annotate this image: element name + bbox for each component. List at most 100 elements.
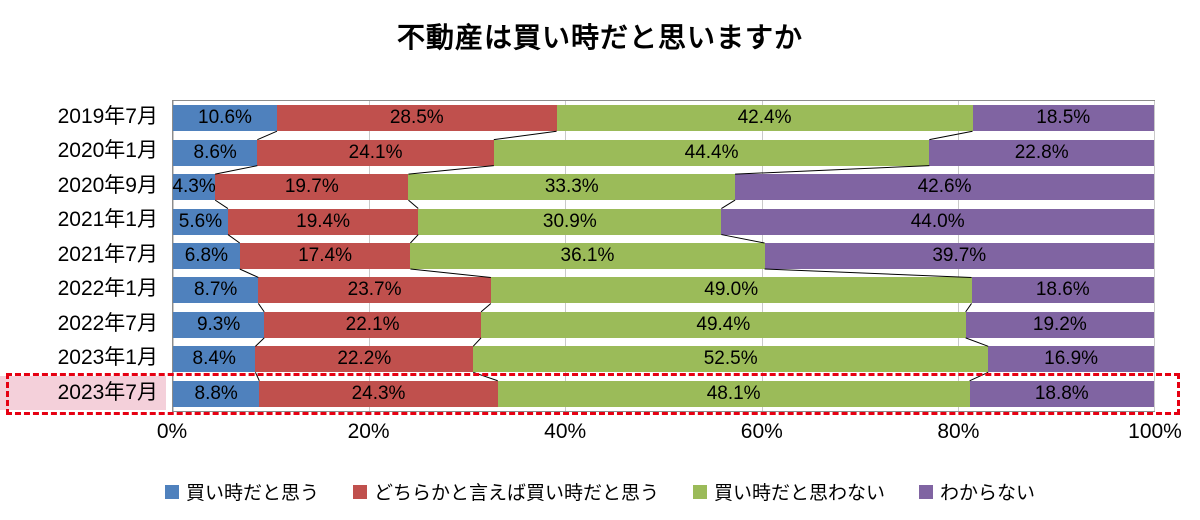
- bar-segment: 42.6%: [735, 174, 1154, 201]
- bar-segment: 9.3%: [173, 311, 265, 338]
- legend-label: どちらかと言えば買い時だと思う: [373, 483, 659, 504]
- bar-segment: 8.8%: [173, 380, 260, 407]
- segment-value-label: 18.6%: [1035, 279, 1090, 301]
- bar-segment: 5.6%: [173, 208, 228, 235]
- bar-segment: 17.4%: [239, 243, 411, 269]
- segment-value-label: 22.2%: [337, 348, 392, 370]
- bar-segment: 18.8%: [969, 380, 1154, 407]
- bar-segment: 33.3%: [408, 174, 736, 201]
- legend-swatch: [919, 484, 934, 499]
- x-tick-label: 20%: [347, 420, 390, 443]
- segment-value-label: 28.5%: [389, 107, 444, 129]
- legend-item: どちらかと言えば買い時だと思う: [352, 478, 659, 505]
- segment-value-label: 42.6%: [917, 176, 972, 198]
- bar-segment: 23.7%: [258, 277, 491, 304]
- category-label: 2023年1月: [57, 346, 158, 370]
- segment-value-label: 18.5%: [1036, 107, 1091, 129]
- x-tick-label: 40%: [544, 420, 587, 443]
- bar-row: 8.7% 23.7% 49.0% 18.6%: [173, 277, 1154, 304]
- x-tick-label: 80%: [937, 420, 980, 443]
- bar-segment: 18.5%: [972, 105, 1154, 132]
- segment-value-label: 24.3%: [351, 382, 406, 404]
- bar-row: 4.3% 19.7% 33.3% 42.6%: [172, 174, 1154, 201]
- legend-item: 買い時だと思わない: [693, 478, 885, 505]
- legend-item: わからない: [919, 478, 1035, 505]
- segment-value-label: 44.4%: [684, 141, 739, 163]
- legend-label: わからない: [940, 483, 1036, 504]
- segment-value-label: 52.5%: [703, 348, 758, 370]
- segment-value-label: 39.7%: [932, 245, 987, 266]
- segment-value-label: 18.8%: [1034, 382, 1089, 404]
- bar-row: 5.6% 19.4% 30.9% 44.0%: [173, 208, 1154, 235]
- legend-item: 買い時だと思う: [164, 478, 319, 505]
- legend-swatch: [164, 484, 179, 499]
- bar-segment: 22.1%: [264, 311, 482, 338]
- bar-segment: 19.7%: [215, 174, 409, 201]
- bar-segment: 10.6%: [173, 105, 277, 132]
- bar-segment: 18.6%: [971, 277, 1154, 304]
- bar-segment: 22.2%: [255, 346, 474, 373]
- category-label: 2021年1月: [57, 208, 158, 232]
- segment-value-label: 23.7%: [347, 279, 402, 301]
- bar-row: 8.8% 24.3% 48.1% 18.8%: [173, 380, 1154, 407]
- bar-segment: 28.5%: [276, 105, 557, 132]
- chart-title: 不動産は買い時だと思いますか: [396, 22, 803, 53]
- bar-segment: 30.9%: [418, 208, 722, 235]
- legend-label: 買い時だと思わない: [714, 483, 886, 504]
- plot-area: 10.6% 28.5% 42.4% 18.5% 8.6% 24.1% 44.4% 22.8% 4…: [172, 100, 1155, 412]
- x-axis: 0% 20% 40% 60% 80% 100%: [157, 420, 1182, 448]
- bar-segment: 24.1%: [257, 139, 494, 166]
- bar-row: 8.6% 24.1% 44.4% 22.8%: [173, 139, 1154, 166]
- segment-value-label: 9.3%: [196, 313, 241, 335]
- segment-value-label: 36.1%: [560, 245, 615, 266]
- segment-value-label: 6.8%: [184, 245, 228, 266]
- bar-segment: 6.8%: [173, 243, 240, 269]
- category-label-highlighted: 2023年7月: [0, 375, 166, 410]
- segment-value-label: 8.7%: [194, 279, 238, 301]
- bar-row: 6.8% 17.4% 36.1% 39.7%: [173, 243, 1154, 269]
- legend-swatch: [693, 484, 707, 499]
- legend: 買い時だと思う どちらかと言えば買い時だと思う 買い時だと思わない わからない: [0, 478, 1200, 505]
- bar-row: 9.3% 22.1% 49.4% 19.2%: [173, 311, 1154, 338]
- category-label: 2019年7月: [57, 105, 158, 128]
- bar-segment: 4.3%: [172, 174, 216, 201]
- bar-segment: 48.1%: [497, 380, 970, 407]
- category-label: 2020年1月: [57, 139, 158, 163]
- category-label: 2022年7月: [57, 311, 158, 335]
- bar-segment: 8.4%: [173, 346, 256, 373]
- segment-value-label: 24.1%: [348, 141, 403, 163]
- segment-value-label: 8.6%: [193, 141, 237, 163]
- bar-segment: 19.2%: [965, 311, 1154, 338]
- bar-segment: 49.0%: [490, 277, 972, 304]
- segment-value-label: 4.3%: [172, 176, 216, 198]
- segment-value-label: 22.8%: [1014, 141, 1069, 163]
- gridline: [1154, 101, 1155, 411]
- segment-value-label: 19.7%: [284, 176, 339, 198]
- segment-value-label: 5.6%: [178, 210, 223, 232]
- segment-value-label: 16.9%: [1044, 348, 1099, 370]
- x-tick-label: 0%: [156, 420, 188, 443]
- x-tick-label: 60%: [740, 420, 783, 443]
- segment-value-label: 19.2%: [1032, 313, 1087, 335]
- bar-row: 10.6% 28.5% 42.4% 18.5%: [173, 105, 1154, 132]
- bar-segment: 8.6%: [173, 139, 258, 166]
- bar-segment: 22.8%: [929, 139, 1154, 166]
- bar-segment: 49.4%: [481, 311, 966, 338]
- y-axis-labels: 2019年7月 2020年1月 2020年9月 2021年1月 2021年7月 2022年…: [0, 100, 166, 410]
- segment-value-label: 10.6%: [198, 107, 252, 129]
- segment-value-label: 49.0%: [704, 279, 759, 301]
- segment-value-label: 42.4%: [737, 107, 792, 129]
- bar-segment: 8.7%: [173, 277, 259, 304]
- series-connector-lines: [214, 130, 989, 382]
- legend-swatch: [352, 484, 367, 499]
- bar-segment: 39.7%: [764, 243, 1154, 269]
- bar-segment: 36.1%: [410, 243, 765, 269]
- segment-value-label: 17.4%: [298, 245, 352, 266]
- segment-value-label: 8.4%: [192, 348, 236, 370]
- segment-value-label: 8.8%: [194, 382, 238, 404]
- bar-row: 8.4% 22.2% 52.5% 16.9%: [173, 346, 1154, 373]
- segment-value-label: 48.1%: [706, 382, 761, 404]
- segment-value-label: 49.4%: [696, 313, 751, 335]
- segment-value-label: 33.3%: [544, 176, 599, 198]
- category-label: 2021年7月: [57, 242, 158, 266]
